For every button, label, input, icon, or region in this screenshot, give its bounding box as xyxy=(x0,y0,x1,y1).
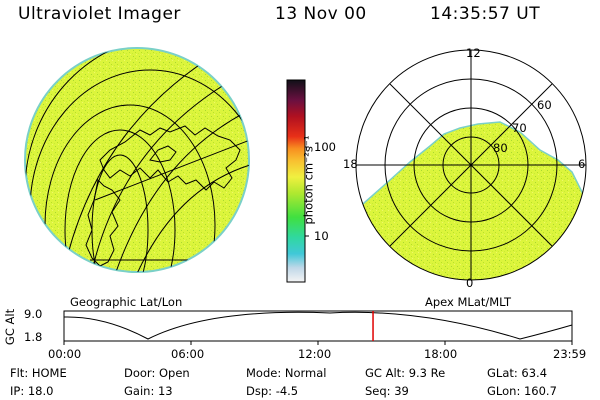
info-flt-value: HOME xyxy=(31,366,67,380)
info-glon-key: GLon: xyxy=(487,384,521,398)
info-gain-value: 13 xyxy=(157,384,173,398)
mlt-label-right: 6 xyxy=(578,157,586,171)
info-gc-alt-value: 9.3 Re xyxy=(408,366,446,380)
apex-panel-label: Apex MLat/MLT xyxy=(425,295,512,309)
geographic-image xyxy=(24,47,250,273)
info-gc-alt: GC Alt: 9.3 Re xyxy=(365,366,445,380)
mlt-label-bottom: 0 xyxy=(466,276,474,290)
colorbar-unit-label: photon cm⁻²s⁻¹ xyxy=(302,136,316,225)
info-seq-value: 39 xyxy=(394,384,409,398)
x-tick-0000: 00:00 xyxy=(48,347,82,361)
info-dsp-value: -4.5 xyxy=(275,384,299,398)
y-tick-9: 9.0 xyxy=(24,307,43,321)
x-tick-1800: 18:00 xyxy=(424,347,458,361)
info-gain-key: Gain: xyxy=(124,384,155,398)
info-mode-value: Normal xyxy=(284,366,327,380)
info-seq: Seq: 39 xyxy=(365,384,409,398)
info-gc-alt-key: GC Alt: xyxy=(365,366,406,380)
date-label: 13 Nov 00 xyxy=(275,4,367,24)
x-tick-1200: 12:00 xyxy=(298,347,332,361)
info-mode-key: Mode: xyxy=(246,366,282,380)
info-glat-value: 63.4 xyxy=(521,366,548,380)
polar-image xyxy=(355,49,587,281)
info-seq-key: Seq: xyxy=(365,384,391,398)
colorbar-tick-100: 100 xyxy=(314,140,336,154)
x-tick-2359: 23:59 xyxy=(553,347,587,361)
info-door-value: Open xyxy=(158,366,190,380)
info-glon: GLon: 160.7 xyxy=(487,384,557,398)
colorbar-unit-text: photon cm⁻²s⁻¹ xyxy=(301,135,316,225)
altitude-timeline xyxy=(63,310,573,345)
time-label: 14:35:57 UT xyxy=(430,4,541,24)
x-tick-0600: 06:00 xyxy=(171,347,205,361)
info-ip: IP: 18.0 xyxy=(10,384,53,398)
info-dsp-key: Dsp: xyxy=(246,384,273,398)
mlat-label-70: 70 xyxy=(512,121,527,135)
info-mode: Mode: Normal xyxy=(246,366,326,380)
info-gain: Gain: 13 xyxy=(124,384,173,398)
y-tick-1-8: 1.8 xyxy=(24,330,43,344)
geographic-panel-label: Geographic Lat/Lon xyxy=(70,295,183,309)
info-ip-key: IP: xyxy=(10,384,25,398)
info-ip-value: 18.0 xyxy=(27,384,54,398)
info-glon-value: 160.7 xyxy=(523,384,557,398)
colorbar xyxy=(286,79,306,283)
mlt-label-top: 12 xyxy=(466,46,481,60)
instrument-title: Ultraviolet Imager xyxy=(18,4,181,24)
info-door: Door: Open xyxy=(124,366,190,380)
gc-alt-axis-label: GC Alt xyxy=(3,308,18,346)
info-glat-key: GLat: xyxy=(487,366,518,380)
info-door-key: Door: xyxy=(124,366,156,380)
info-flt-key: Flt: xyxy=(10,366,29,380)
mlt-label-left: 18 xyxy=(343,157,358,171)
info-flt: Flt: HOME xyxy=(10,366,67,380)
mlat-label-60: 60 xyxy=(537,98,552,112)
colorbar-tick-10: 10 xyxy=(314,229,329,243)
info-dsp: Dsp: -4.5 xyxy=(246,384,298,398)
info-glat: GLat: 63.4 xyxy=(487,366,547,380)
mlat-label-80: 80 xyxy=(493,141,508,155)
